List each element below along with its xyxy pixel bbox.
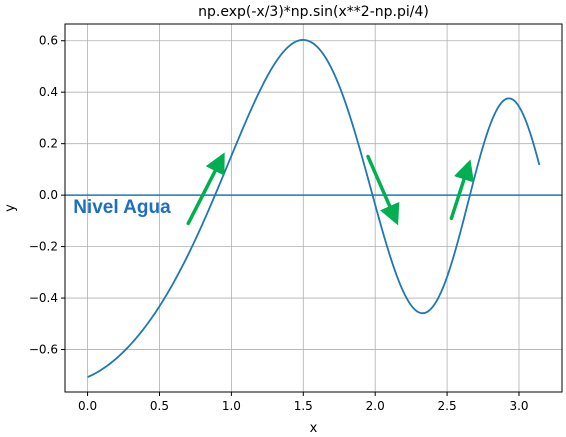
arrows	[186, 152, 474, 226]
chart-title: np.exp(-x/3)*np.sin(x**2-np.pi/4)	[198, 4, 429, 20]
x-axis-label: x	[310, 421, 318, 436]
y-tick-label: −0.4	[29, 291, 58, 305]
x-tick-label: 1.0	[222, 399, 241, 413]
x-tick-label: 2.0	[366, 399, 385, 413]
green-arrow	[186, 152, 225, 226]
y-tick-label: 0.6	[39, 34, 58, 48]
ticks: 0.0 0.5 1.0 1.5 2.0 2.5 3.0 −0.6 −0.4 −0.2 0.0 0.2 0…	[29, 34, 529, 413]
y-tick-label: 0.0	[39, 188, 58, 202]
green-arrow	[449, 159, 474, 221]
y-tick-label: −0.2	[29, 240, 58, 254]
y-tick-label: −0.6	[29, 343, 58, 357]
green-arrow	[366, 154, 400, 226]
y-tick-label: 0.4	[39, 85, 58, 99]
plot-frame	[64, 23, 563, 393]
x-tick-label: 3.0	[509, 399, 528, 413]
y-tick-label: 0.2	[39, 137, 58, 151]
series	[87, 39, 541, 378]
x-tick-label: 1.5	[294, 399, 313, 413]
x-tick-label: 0.5	[150, 399, 169, 413]
y-axis-label: y	[3, 204, 18, 212]
series-line	[87, 39, 541, 378]
x-tick-label: 2.5	[438, 399, 457, 413]
annotations: Nivel Agua	[73, 197, 171, 218]
x-tick-label: 0.0	[78, 399, 97, 413]
annotation-label: Nivel Agua	[73, 197, 171, 218]
